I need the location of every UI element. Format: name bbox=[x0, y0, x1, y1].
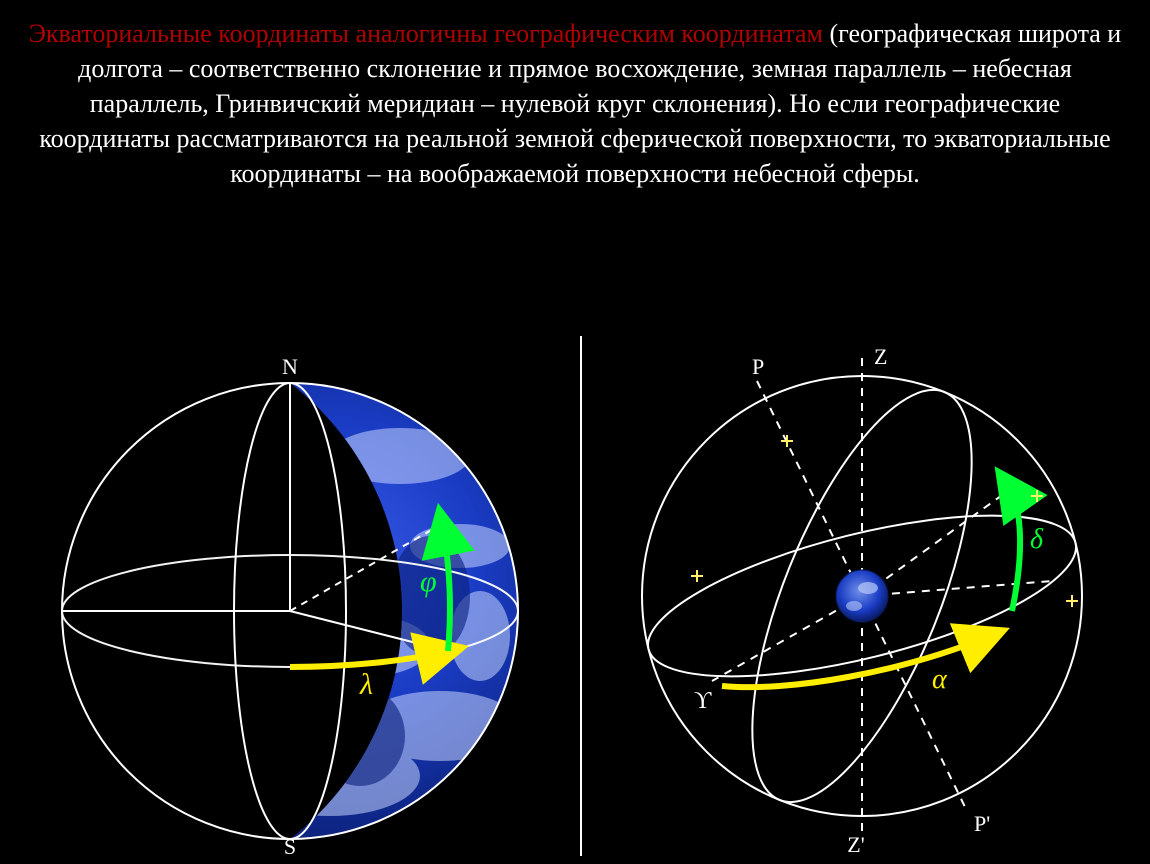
label-alpha: α bbox=[932, 664, 948, 695]
label-Pprime: P' bbox=[974, 811, 990, 836]
geographic-diagram: N S φ λ bbox=[0, 336, 580, 856]
label-P: P bbox=[752, 354, 764, 379]
label-delta: δ bbox=[1030, 524, 1044, 555]
label-south: S bbox=[284, 834, 296, 856]
label-lambda: λ bbox=[359, 668, 373, 701]
slide-text: Экваториальные координаты аналогичны гео… bbox=[0, 16, 1150, 191]
slide: Экваториальные координаты аналогичны гео… bbox=[0, 0, 1150, 864]
diagram-row: N S φ λ bbox=[0, 336, 1150, 856]
label-north: N bbox=[282, 354, 298, 379]
equatorial-diagram: P Z Z' P' ϒ α δ bbox=[580, 336, 1150, 856]
label-aries: ϒ bbox=[694, 688, 712, 714]
label-Zprime: Z' bbox=[847, 832, 864, 856]
declination-arc bbox=[1007, 484, 1020, 611]
label-Z: Z bbox=[874, 344, 887, 369]
celestial-sphere: P Z Z' P' ϒ α δ bbox=[634, 344, 1091, 856]
label-phi: φ bbox=[420, 565, 437, 598]
slide-title: Экваториальные координаты аналогичны гео… bbox=[29, 19, 823, 48]
